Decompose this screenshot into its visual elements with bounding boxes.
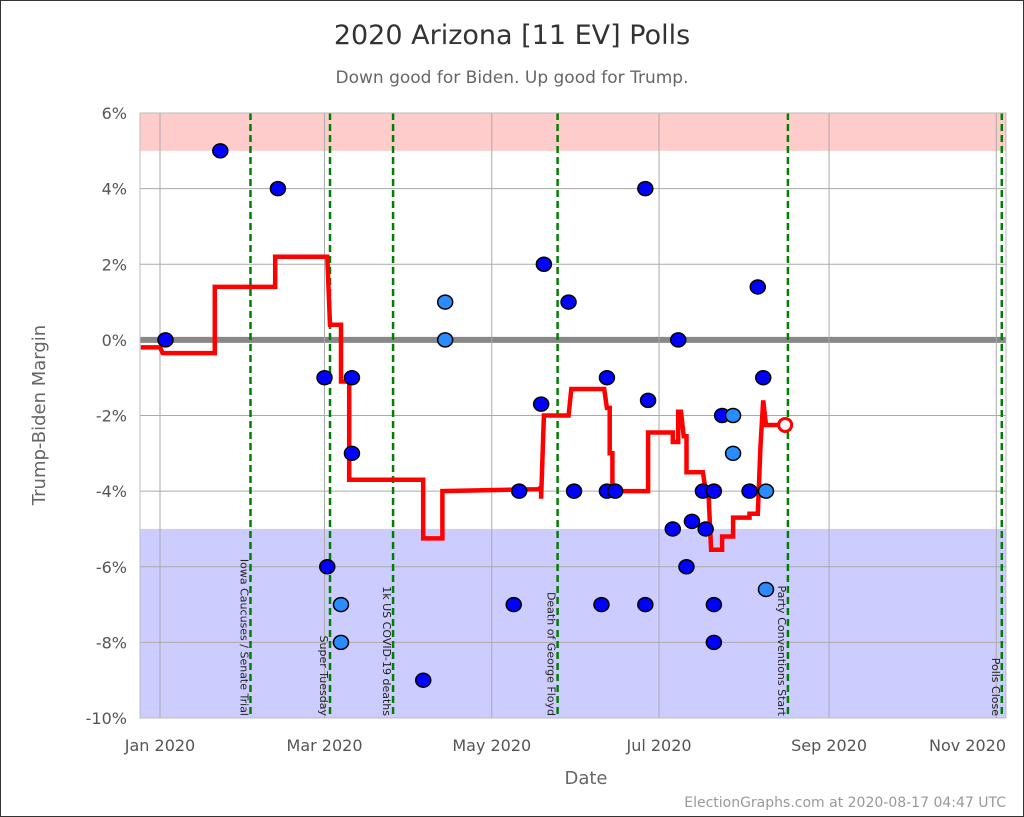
poll-point	[343, 369, 361, 386]
poll-point	[343, 445, 361, 462]
poll-point	[705, 634, 723, 651]
poll-point	[724, 445, 742, 462]
y-tick-label: -4%	[96, 482, 127, 501]
x-tick-label: Sep 2020	[791, 736, 867, 755]
x-tick-label: Nov 2020	[929, 736, 1006, 755]
average-line	[140, 254, 786, 552]
poll-point	[414, 672, 432, 688]
y-tick-label: -2%	[96, 407, 127, 426]
event-label: Death of George Floyd	[545, 592, 558, 716]
chart-subtitle: Down good for Biden. Up good for Trump.	[336, 68, 689, 88]
poll-point	[705, 483, 723, 499]
poll-point	[757, 483, 775, 499]
event-label: Iowa Caucuses / Senate Trial	[237, 559, 250, 716]
y-tick-label: -10%	[86, 709, 127, 728]
poll-point	[705, 596, 723, 613]
event-label: 1k US COVID-19 deaths	[380, 586, 393, 716]
y-tick-label: 0%	[102, 331, 127, 350]
poll-point	[560, 294, 577, 310]
y-tick-label: 6%	[102, 104, 127, 123]
x-tick-label: Jan 2020	[124, 736, 195, 755]
poll-point	[606, 483, 624, 499]
event-label: Super Tuesday	[317, 636, 330, 717]
poll-point	[593, 596, 610, 613]
poll-point	[639, 392, 657, 409]
poll-point	[510, 483, 528, 499]
poll-point	[683, 513, 701, 530]
shaded-band	[140, 113, 1006, 151]
x-tick-label: Mar 2020	[287, 736, 363, 755]
current-average-marker	[777, 416, 794, 433]
poll-point	[319, 559, 336, 575]
footer-credit: ElectionGraphs.com at 2020-08-17 04:47 U…	[684, 795, 1006, 811]
poll-point	[724, 407, 742, 424]
poll-point	[532, 396, 550, 412]
poll-point	[332, 634, 350, 651]
poll-point	[436, 332, 454, 348]
poll-point	[754, 369, 772, 386]
x-tick-label: Jul 2020	[625, 736, 691, 755]
event-label: Polls Close	[989, 658, 1002, 717]
poll-point	[598, 369, 616, 386]
x-tick-label: May 2020	[452, 736, 531, 755]
poll-point	[269, 180, 287, 197]
poll-point	[637, 596, 654, 613]
x-axis-label: Date	[564, 768, 607, 789]
shaded-band	[140, 528, 1006, 718]
poll-point	[212, 143, 229, 159]
y-tick-label: 2%	[102, 255, 127, 274]
poll-point	[757, 581, 775, 598]
poll-point	[749, 279, 767, 295]
poll-point	[637, 180, 654, 197]
poll-point	[316, 369, 333, 386]
poll-point	[669, 332, 687, 348]
poll-point	[697, 521, 714, 537]
y-tick-label: 4%	[102, 180, 127, 199]
y-tick-label: -8%	[96, 633, 127, 652]
poll-point	[505, 596, 522, 613]
poll-point	[678, 559, 695, 575]
y-tick-label: -6%	[96, 558, 127, 577]
poll-point	[332, 596, 350, 613]
plot-border	[139, 112, 1007, 719]
y-axis-label: Trump-Biden Margin	[29, 325, 50, 506]
poll-point	[436, 294, 454, 310]
poll-point	[741, 483, 758, 499]
event-label: Party Conventions Start	[775, 585, 788, 716]
chart-title: 2020 Arizona [11 EV] Polls	[334, 20, 690, 51]
poll-point	[565, 483, 583, 499]
poll-point	[157, 332, 174, 348]
poll-point	[535, 256, 553, 272]
poll-point	[664, 521, 682, 537]
